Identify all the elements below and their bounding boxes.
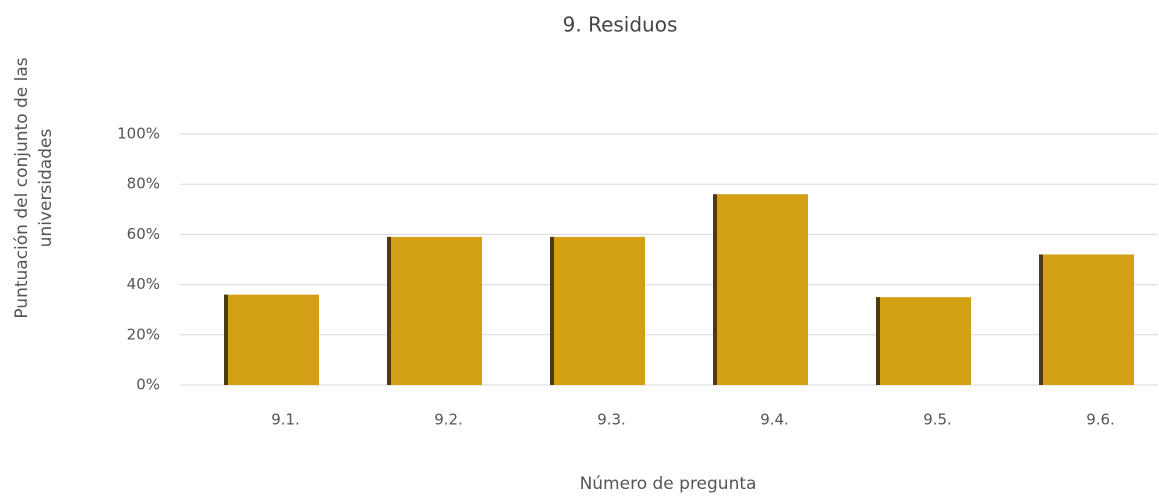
x-tick-label: 9.5.: [923, 411, 952, 429]
y-tick-label: 40%: [127, 275, 160, 293]
bar-edge: [224, 294, 228, 385]
bar-edge: [387, 236, 391, 385]
chart-title: 9. Residuos: [563, 13, 678, 37]
bar: [1039, 254, 1134, 385]
x-tick-label: 9.3.: [597, 411, 626, 429]
y-axis-title: Puntuación del conjunto de las: [12, 57, 32, 318]
x-tick-label: 9.6.: [1086, 411, 1115, 429]
bar: [224, 294, 319, 385]
y-tick-label: 20%: [127, 325, 160, 343]
y-tick-label: 80%: [127, 175, 160, 193]
bar-edge: [876, 297, 880, 385]
bar: [387, 236, 482, 385]
y-tick-label: 0%: [136, 376, 160, 394]
bar: [713, 194, 808, 385]
y-tick-label: 60%: [127, 225, 160, 243]
x-tick-label: 9.1.: [271, 411, 300, 429]
bar: [876, 297, 971, 385]
x-tick-label: 9.2.: [434, 411, 463, 429]
bar-edge: [1039, 254, 1043, 385]
x-tick-label: 9.4.: [760, 411, 789, 429]
bar: [550, 236, 645, 385]
x-axis-title: Número de pregunta: [580, 474, 757, 494]
y-axis-title: universidades: [36, 129, 56, 248]
bar-edge: [550, 236, 554, 385]
y-tick-label: 100%: [117, 125, 160, 143]
bar-edge: [713, 194, 717, 385]
